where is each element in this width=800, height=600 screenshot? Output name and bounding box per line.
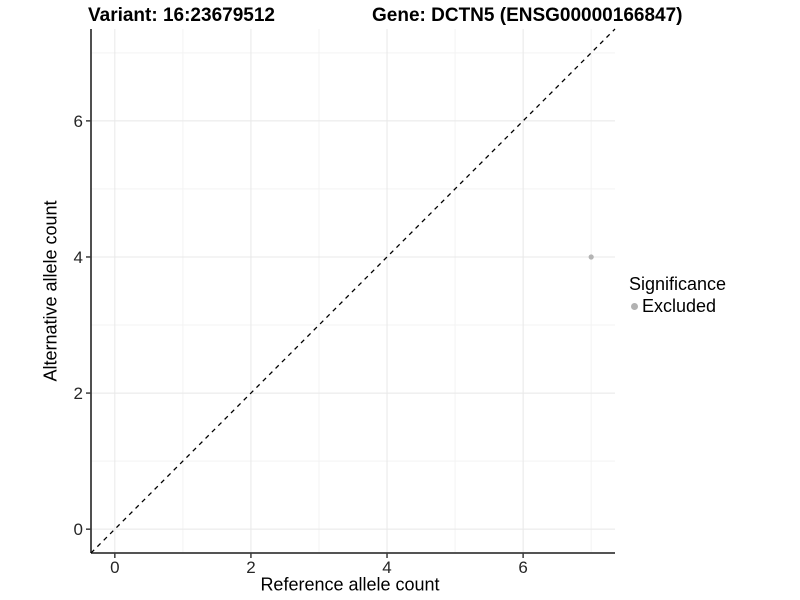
x-tick-label: 6: [518, 558, 527, 577]
x-tick-label: 0: [110, 558, 119, 577]
legend: Significance Excluded: [629, 274, 726, 317]
y-tick-label: 6: [74, 112, 83, 131]
plot-title-gene: Gene: DCTN5 (ENSG00000166847): [372, 5, 683, 26]
legend-title: Significance: [629, 274, 727, 294]
y-tick-label: 2: [74, 384, 83, 403]
x-tick-label: 2: [246, 558, 255, 577]
x-axis-label: Reference allele count: [260, 574, 440, 595]
data-point: [588, 254, 594, 260]
y-tick-label: 4: [74, 248, 83, 267]
plot-title-variant: Variant: 16:23679512: [88, 5, 275, 26]
y-axis-label: Alternative allele count: [40, 200, 61, 382]
legend-item-excluded: Excluded: [629, 296, 726, 317]
y-tick-label: 0: [74, 520, 83, 539]
legend-item-label: Excluded: [642, 296, 717, 316]
x-tick-label: 4: [382, 558, 391, 577]
identity-dashed-line: [90, 28, 616, 554]
legend-marker-circle-icon: [631, 303, 638, 310]
